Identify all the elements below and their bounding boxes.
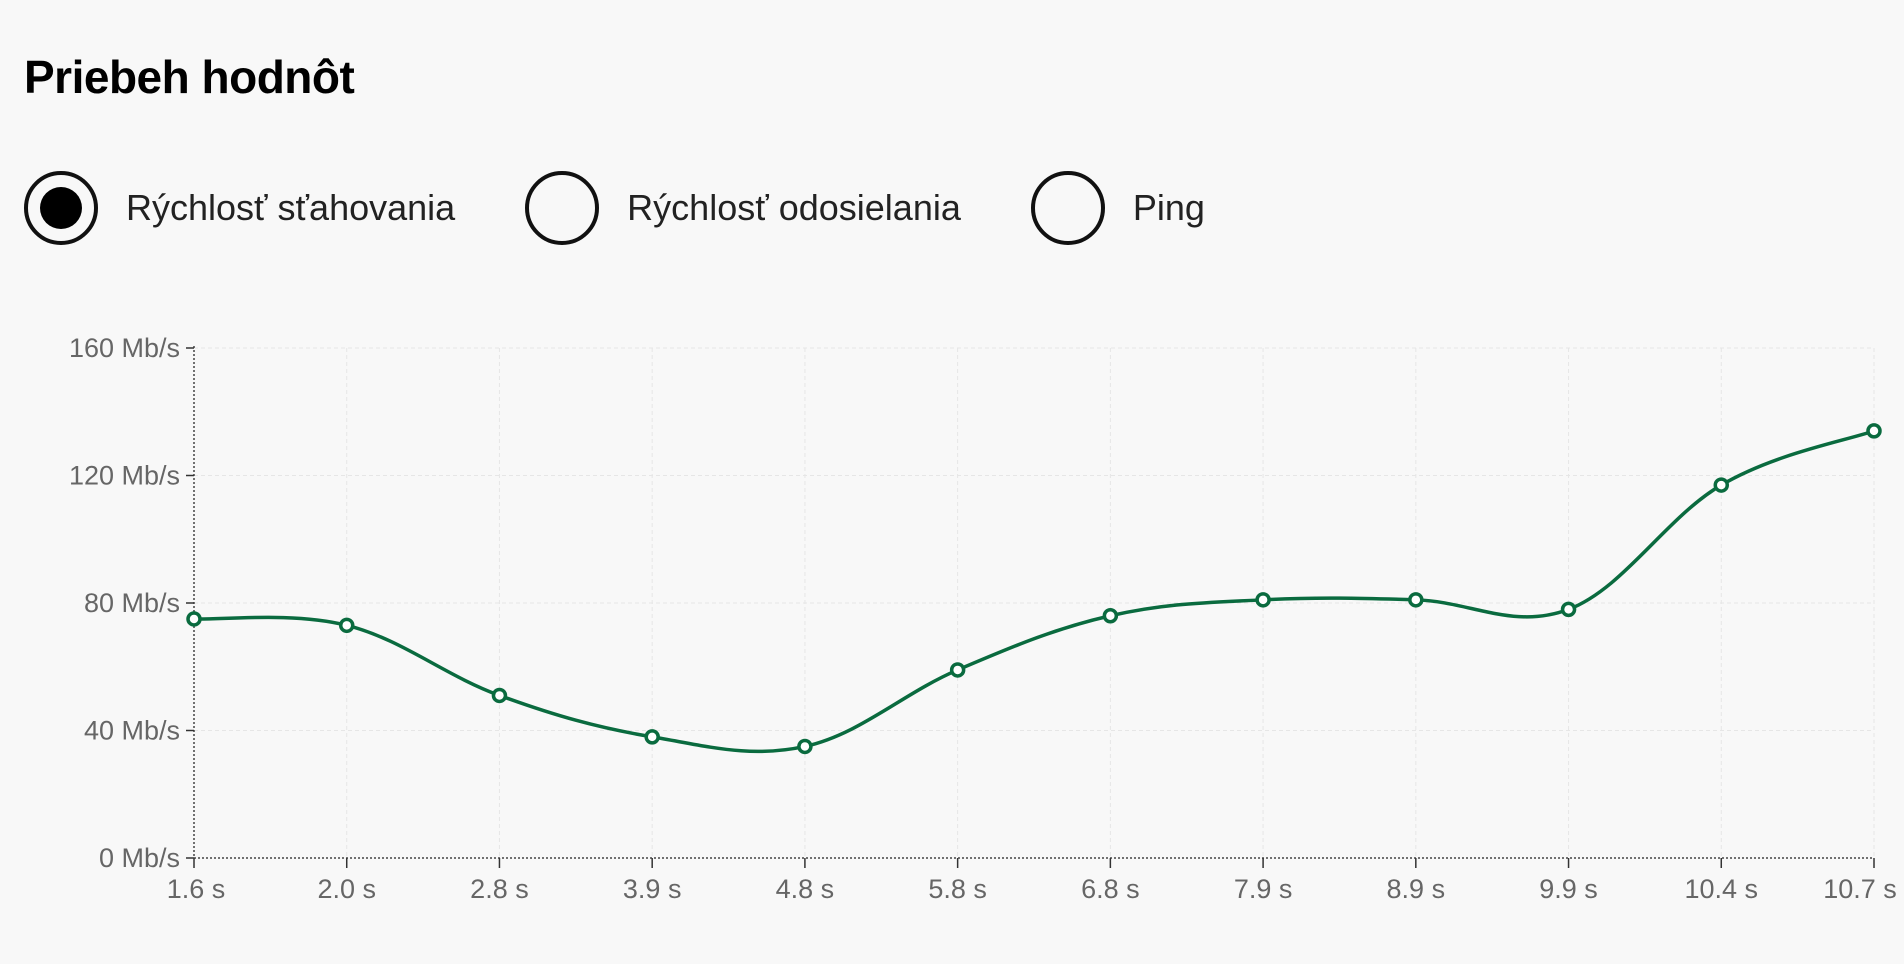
radio-selected-dot	[40, 187, 82, 229]
x-axis-ticks: 1.6 s 2.0 s 2.8 s 3.9 s 4.8 s 5.8 s 6.8 s 7.9 s…	[167, 858, 1897, 904]
radio-label-upload[interactable]: Rýchlosť odosielania	[627, 187, 961, 228]
x-tick-label: 3.9 s	[623, 874, 682, 904]
y-tick-label: 80 Mb/s	[84, 588, 180, 618]
x-tick-label: 10.4 s	[1684, 874, 1758, 904]
data-point	[1255, 592, 1271, 608]
x-tick-label: 5.8 s	[928, 874, 987, 904]
data-point	[797, 738, 813, 755]
radio-ping[interactable]: Ping	[1030, 171, 1205, 245]
speed-line-chart: 0 Mb/s 40 Mb/s 80 Mb/s 120 Mb/s 160 Mb/s 1.6…	[69, 333, 1897, 904]
x-tick-label: 10.7 s	[1823, 874, 1897, 904]
radio-circle-ping[interactable]	[1030, 171, 1105, 245]
data-point	[1713, 477, 1730, 493]
data-point	[1866, 423, 1882, 439]
data-point	[949, 662, 966, 678]
data-point	[338, 617, 355, 634]
data-point	[1102, 608, 1119, 624]
x-tick-label: 8.9 s	[1387, 874, 1446, 904]
radio-label-ping[interactable]: Ping	[1132, 187, 1205, 228]
x-tick-label: 7.9 s	[1234, 874, 1293, 904]
y-tick-label: 160 Mb/s	[69, 333, 180, 363]
page-title: Priebeh hodnôt	[24, 51, 355, 103]
metric-radio-group: Rýchlosť sťahovania Rýchlosť odosielania…	[24, 168, 1275, 248]
y-tick-label: 120 Mb/s	[69, 461, 180, 491]
data-point	[491, 687, 508, 704]
x-tick-label: 4.8 s	[776, 874, 835, 904]
data-points	[186, 423, 1882, 755]
radio-upload-speed[interactable]: Rýchlosť odosielania	[525, 171, 961, 245]
data-point	[1560, 601, 1577, 618]
radio-circle-download[interactable]	[24, 171, 98, 245]
y-axis-ticks: 0 Mb/s 40 Mb/s 80 Mb/s 120 Mb/s 160 Mb/s	[69, 333, 194, 873]
data-point	[186, 611, 202, 627]
chart-grid	[194, 347, 1875, 858]
chart-axes	[193, 346, 1874, 859]
radio-circle-upload[interactable]	[525, 171, 600, 245]
data-point	[644, 729, 660, 745]
y-tick-label: 0 Mb/s	[99, 843, 180, 873]
x-tick-label: 6.8 s	[1081, 874, 1140, 904]
x-tick-label: 2.8 s	[470, 874, 529, 904]
radio-download-speed[interactable]: Rýchlosť sťahovania	[24, 171, 455, 245]
data-point	[1408, 592, 1424, 608]
x-tick-label: 2.0 s	[317, 874, 376, 904]
x-tick-label: 1.6 s	[167, 874, 226, 904]
y-tick-label: 40 Mb/s	[84, 716, 180, 746]
series-line	[193, 429, 1875, 754]
radio-label-download[interactable]: Rýchlosť sťahovania	[126, 187, 456, 228]
x-tick-label: 9.9 s	[1539, 874, 1598, 904]
